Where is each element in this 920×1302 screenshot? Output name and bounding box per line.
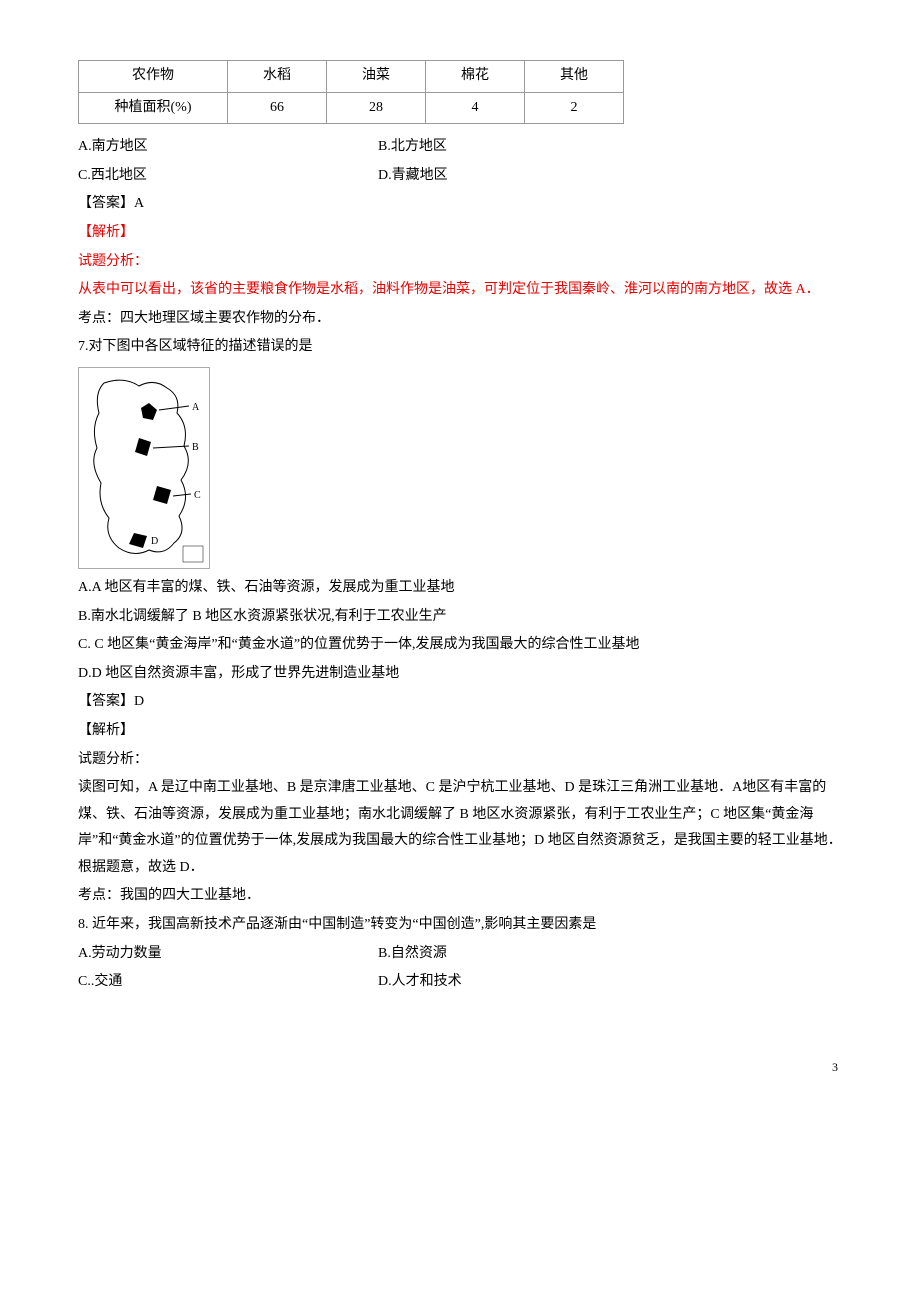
- q7-answer: 【答案】D: [78, 689, 842, 716]
- table-cell: 66: [228, 92, 327, 124]
- table-cell: 种植面积(%): [79, 92, 228, 124]
- q8-options-row-1: A.劳动力数量 B.自然资源: [78, 941, 842, 968]
- q6-option-c: C.西北地区: [78, 163, 378, 190]
- table-data-row: 种植面积(%) 66 28 4 2: [79, 92, 624, 124]
- table-cell: 4: [426, 92, 525, 124]
- q7-option-c: C. C 地区集“黄金海岸”和“黄金水道”的位置优势于一体,发展成为我国最大的综…: [78, 632, 842, 659]
- q7-kaodian: 考点：我国的四大工业基地．: [78, 883, 842, 910]
- q7-fenxi-label: 试题分析：: [78, 747, 842, 774]
- china-industrial-map: A B C D: [78, 367, 210, 569]
- q6-fenxi-label: 试题分析：: [78, 249, 842, 276]
- q6-analysis: 从表中可以看出，该省的主要粮食作物是水稻，油料作物是油菜，可判定位于我国秦岭、淮…: [78, 277, 842, 304]
- q6-options-row-1: A.南方地区 B.北方地区: [78, 134, 842, 161]
- q6-kaodian: 考点：四大地理区域主要农作物的分布．: [78, 306, 842, 333]
- region-b-shape: [135, 438, 151, 456]
- label-c: C: [194, 490, 201, 501]
- q6-option-a: A.南方地区: [78, 134, 378, 161]
- q6-options-row-2: C.西北地区 D.青藏地区: [78, 163, 842, 190]
- q8-option-c: C..交通: [78, 969, 378, 996]
- table-header-cell: 棉花: [426, 61, 525, 93]
- q7-option-a: A.A 地区有丰富的煤、铁、石油等资源，发展成为重工业基地: [78, 575, 842, 602]
- map-legend-box: [183, 546, 203, 562]
- q8-stem: 8. 近年来，我国高新技术产品逐渐由“中国制造”转变为“中国创造”,影响其主要因…: [78, 912, 842, 939]
- q6-option-b: B.北方地区: [378, 134, 678, 161]
- table-cell: 28: [327, 92, 426, 124]
- label-a: A: [192, 402, 200, 413]
- q6-answer: 【答案】A: [78, 191, 842, 218]
- region-d-shape: [129, 533, 147, 548]
- table-cell: 2: [525, 92, 624, 124]
- q7-stem: 7.对下图中各区域特征的描述错误的是: [78, 334, 842, 361]
- q8-option-a: A.劳动力数量: [78, 941, 378, 968]
- q6-option-d: D.青藏地区: [378, 163, 678, 190]
- table-header-cell: 其他: [525, 61, 624, 93]
- table-header-cell: 油菜: [327, 61, 426, 93]
- arrow-c: [173, 494, 191, 496]
- page-number: 3: [78, 1056, 842, 1079]
- q8-option-b: B.自然资源: [378, 941, 678, 968]
- region-c-shape: [153, 486, 171, 504]
- arrow-a: [159, 406, 189, 410]
- q7-option-b: B.南水北调缓解了 B 地区水资源紧张状况,有利于工农业生产: [78, 604, 842, 631]
- table-header-cell: 水稻: [228, 61, 327, 93]
- table-header-row: 农作物 水稻 油菜 棉花 其他: [79, 61, 624, 93]
- table-header-cell: 农作物: [79, 61, 228, 93]
- region-a-shape: [141, 403, 157, 420]
- map-svg: A B C D: [79, 368, 209, 568]
- q7-jiexi-label: 【解析】: [78, 718, 842, 745]
- q6-jiexi-label: 【解析】: [78, 220, 842, 247]
- q7-option-d: D.D 地区自然资源丰富，形成了世界先进制造业基地: [78, 661, 842, 688]
- map-outline: [94, 380, 189, 553]
- label-b: B: [192, 442, 199, 453]
- arrow-b: [153, 446, 189, 448]
- q8-option-d: D.人才和技术: [378, 969, 678, 996]
- label-d: D: [151, 536, 158, 547]
- q8-options-row-2: C..交通 D.人才和技术: [78, 969, 842, 996]
- crop-area-table: 农作物 水稻 油菜 棉花 其他 种植面积(%) 66 28 4 2: [78, 60, 624, 124]
- q7-analysis: 读图可知，A 是辽中南工业基地、B 是京津唐工业基地、C 是沪宁杭工业基地、D …: [78, 775, 842, 881]
